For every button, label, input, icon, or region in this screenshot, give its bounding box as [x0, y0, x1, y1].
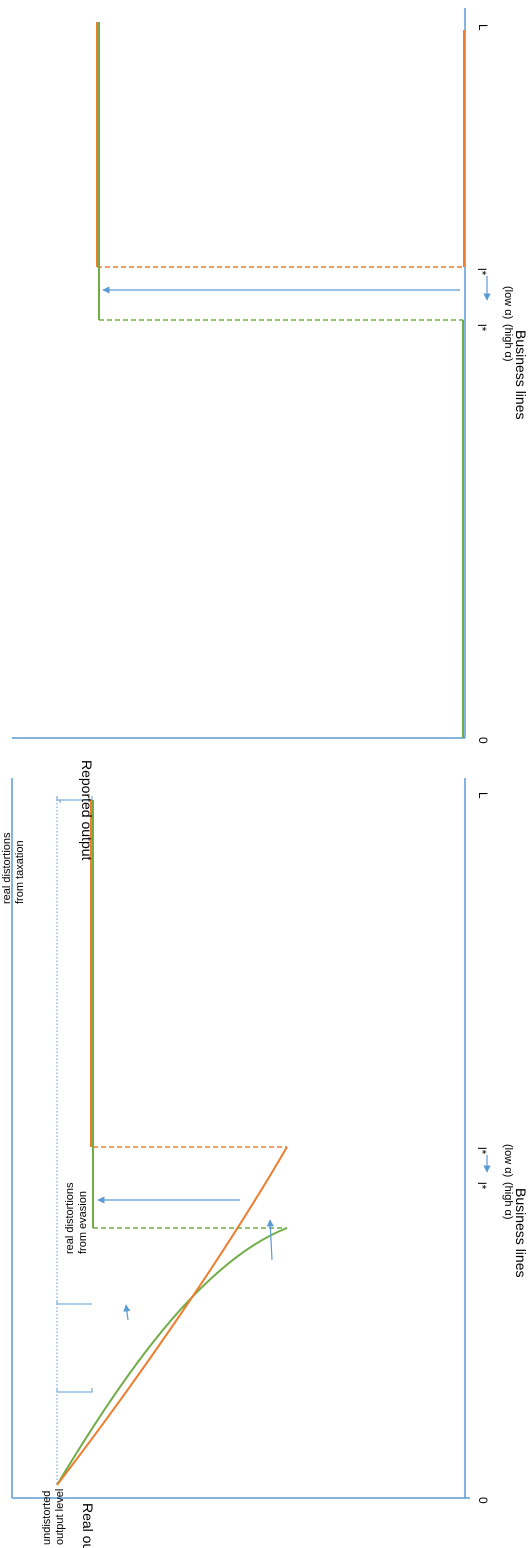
real-output-y-label: Real output — [80, 1503, 96, 1548]
evasion-brace — [56, 1300, 93, 1393]
reported-output-panel: Reported output 0 L l* l* (high α) (low … — [12, 8, 529, 861]
taxation-label-line1: real distortions — [1, 832, 13, 904]
reported-output-end-label: L — [476, 24, 490, 31]
curve-shift-arrow-1 — [266, 1219, 274, 1261]
real-output-low-alpha: (low α) — [502, 1144, 514, 1177]
curve-shift-arrow-2 — [123, 1304, 131, 1321]
green-real-output-curve — [56, 1227, 288, 1486]
evasion-label-line1: real distortions — [64, 1182, 76, 1254]
orange-real-output-curve — [56, 1146, 288, 1486]
taxation-brace — [56, 796, 93, 803]
reported-output-lstar-left: l* — [475, 324, 489, 332]
real-output-lstar-left: l* — [475, 1182, 489, 1190]
taxation-label-line2: from taxation — [14, 840, 26, 904]
evasion-label-line2: from evasion — [77, 1191, 89, 1254]
real-output-origin-label: 0 — [476, 1497, 490, 1504]
reported-output-origin-label: 0 — [476, 737, 490, 744]
reported-output-y-label: Reported output — [79, 760, 95, 861]
real-output-high-alpha: (high α) — [502, 1182, 514, 1220]
reported-output-low-alpha: (low α) — [502, 286, 514, 319]
reported-output-x-label: Business lines — [513, 330, 529, 420]
real-output-end-label: L — [476, 792, 490, 799]
real-output-lstar-right: l* — [475, 1147, 489, 1155]
undistorted-label-line1: undistorted — [41, 1491, 53, 1545]
reported-output-high-alpha: (high α) — [502, 324, 514, 362]
reported-output-lstar-right: l* — [475, 268, 489, 276]
real-output-panel: Real output 0 L l* l* (high α) (low α) B… — [1, 778, 529, 1548]
real-output-x-label: Business lines — [513, 1188, 529, 1278]
undistorted-label-line2: output level — [54, 1489, 66, 1545]
